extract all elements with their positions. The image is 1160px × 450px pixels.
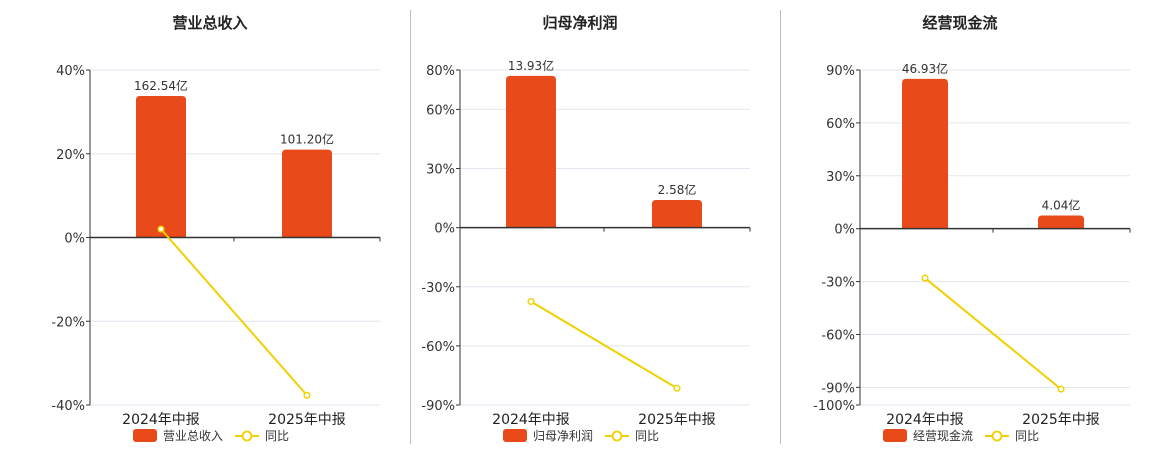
y-tick-label: -30% — [421, 281, 455, 296]
bar — [282, 149, 332, 238]
legend-line-marker — [991, 430, 1003, 442]
yoy-line — [924, 277, 1062, 390]
bar-value-label: 162.54亿 — [134, 78, 188, 93]
legend-bar-label: 营业总收入 — [163, 429, 223, 443]
bar-value-label: 2.58亿 — [658, 182, 697, 197]
chart-title: 经营现金流 — [922, 14, 997, 32]
y-tick-label: 30% — [826, 170, 855, 185]
bar-value-label: 4.04亿 — [1042, 197, 1081, 212]
yoy-point — [303, 391, 311, 399]
legend-bar-swatch — [133, 429, 157, 442]
legend-bar-label: 归母净利润 — [533, 429, 593, 443]
legend-line-label: 同比 — [635, 429, 659, 443]
bar — [652, 200, 702, 228]
chart-legend: 经营现金流 同比 — [883, 428, 1039, 443]
y-tick-label: 0% — [434, 222, 455, 237]
chart-panel-1: 营业总收入 40% 20% 0% -20% -40% 162.54亿 101.20亿 2024年… — [51, 14, 381, 443]
y-tick-label: -20% — [51, 315, 85, 330]
yoy-line — [530, 300, 678, 390]
y-tick-label: 0% — [64, 232, 85, 247]
bar — [1038, 215, 1084, 229]
y-tick-label: -30% — [821, 276, 855, 291]
bar-value-label: 46.93亿 — [902, 61, 948, 76]
y-tick-label: 30% — [426, 163, 455, 178]
y-tick-label: 0% — [834, 223, 855, 238]
legend-line-label: 同比 — [265, 429, 289, 443]
yoy-point — [921, 274, 929, 282]
chart-legend: 营业总收入 同比 — [133, 429, 289, 443]
y-tick-label: -90% — [421, 399, 455, 414]
y-tick-label: -100% — [813, 399, 855, 414]
chart-legend: 归母净利润 同比 — [503, 429, 659, 443]
x-category-label: 2025年中报 — [638, 412, 716, 428]
chart-title: 营业总收入 — [172, 14, 247, 32]
y-tick-label: -60% — [421, 340, 455, 355]
bar-value-label: 101.20亿 — [280, 132, 334, 147]
bar-value-label: 13.93亿 — [508, 58, 554, 73]
chart-panel-2: 归母净利润 80% 60% 30% 0% -30% -60% -90% 13.93亿 2.58亿 2… — [421, 14, 751, 443]
y-tick-label: -60% — [821, 328, 855, 343]
y-tick-label: 60% — [426, 103, 455, 118]
legend-bar-label: 经营现金流 — [913, 428, 973, 443]
yoy-point — [157, 225, 165, 233]
yoy-point — [673, 384, 681, 392]
legend-bar-swatch — [883, 429, 907, 442]
x-category-label: 2024年中报 — [492, 412, 570, 428]
y-tick-label: 60% — [826, 117, 855, 132]
bar — [902, 78, 948, 229]
legend-bar-swatch — [503, 429, 527, 442]
y-tick-label: 40% — [56, 64, 85, 79]
y-tick-label: 20% — [56, 148, 85, 163]
y-tick-label: 90% — [826, 64, 855, 79]
chart-panel-3: 经营现金流 90% 60% 30% 0% -30% -60% -90% -100% 46.93亿 4… — [813, 14, 1131, 443]
bar — [136, 95, 186, 238]
bar — [506, 75, 556, 228]
x-category-label: 2025年中报 — [1022, 412, 1100, 428]
x-category-label: 2024年中报 — [122, 412, 200, 428]
x-category-label: 2025年中报 — [268, 412, 346, 428]
yoy-point — [527, 297, 535, 306]
y-tick-label: -40% — [51, 399, 85, 414]
y-tick-label: -90% — [821, 381, 855, 396]
panel-divider-1 — [410, 10, 411, 444]
yoy-line — [160, 228, 308, 397]
yoy-point — [1057, 385, 1065, 393]
panel-divider-2 — [780, 10, 781, 444]
legend-line-marker — [611, 430, 623, 442]
legend-line-marker — [241, 430, 253, 442]
x-category-label: 2024年中报 — [886, 412, 964, 428]
y-tick-label: 80% — [426, 64, 455, 79]
legend-line-label: 同比 — [1015, 429, 1039, 443]
chart-title: 归母净利润 — [542, 14, 617, 32]
